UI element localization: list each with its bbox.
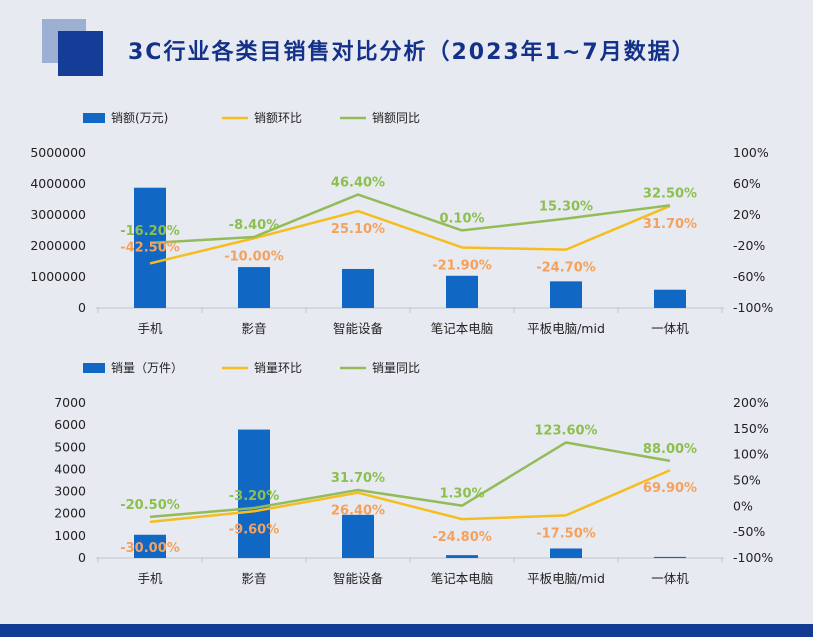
left-tick-label: 2000 (54, 506, 86, 521)
mom-line (149, 204, 671, 265)
left-tick-label: 4000 (54, 461, 86, 476)
right-tick-label: -50% (733, 524, 765, 539)
left-tick-label: 5000000 (30, 145, 86, 160)
yoy-data-label: -8.40% (229, 218, 280, 233)
sales-volume-chart: 销量（万件） 销量环比 销量同比 0 1000 2000 3000 4000 5000 6000 7… (54, 361, 773, 586)
category-label: 平板电脑/mid (527, 571, 605, 586)
yoy-data-label: 15.30% (539, 200, 593, 215)
legend-bar-label: 销量（万件） (111, 361, 183, 375)
right-tick-label: 100% (733, 145, 769, 160)
right-tick-label: -20% (733, 238, 765, 253)
mom-data-label: -24.70% (536, 261, 596, 276)
bar (654, 289, 686, 308)
left-tick-label: 3000000 (30, 207, 86, 222)
mom-data-label: -17.50% (536, 526, 596, 541)
right-tick-label: 50% (733, 473, 761, 488)
category-label: 一体机 (651, 571, 689, 586)
mom-data-label: 25.10% (331, 222, 385, 237)
legend-yoy-label: 销额同比 (372, 111, 420, 125)
legend-bar-swatch (83, 113, 105, 123)
category-label: 智能设备 (333, 571, 384, 586)
bar (654, 556, 686, 558)
left-tick-label: 7000 (54, 395, 86, 410)
mom-line (149, 469, 671, 524)
category-label: 笔记本电脑 (431, 571, 494, 586)
left-tick-label: 2000000 (30, 238, 86, 253)
left-tick-label: 6000 (54, 417, 86, 432)
category-label: 影音 (241, 321, 266, 336)
mom-data-label: 31.70% (643, 217, 697, 232)
yoy-data-label: -16.20% (120, 224, 180, 239)
yoy-data-label: 32.50% (643, 186, 697, 201)
category-label: 影音 (241, 571, 266, 586)
mom-data-label: -21.90% (432, 258, 492, 273)
bar (550, 281, 582, 308)
yoy-data-label: -3.20% (229, 489, 280, 504)
category-label: 智能设备 (333, 321, 384, 336)
mom-data-label: -10.00% (224, 249, 284, 264)
mom-data-label: -42.50% (120, 240, 180, 255)
mom-data-label: -30.00% (120, 541, 180, 556)
legend-yoy-label: 销量同比 (372, 361, 420, 375)
bar (134, 187, 166, 308)
right-tick-label: 20% (733, 207, 761, 222)
mom-data-label: 69.90% (643, 481, 697, 496)
right-tick-label: -60% (733, 269, 765, 284)
category-label: 手机 (137, 321, 163, 336)
legend-bar-swatch (83, 363, 105, 373)
category-label: 手机 (137, 571, 163, 586)
yoy-line (149, 193, 671, 245)
bar (342, 268, 374, 308)
category-label: 平板电脑/mid (527, 321, 605, 336)
category-label: 笔记本电脑 (431, 321, 494, 336)
yoy-line (149, 441, 671, 519)
yoy-data-label: 123.60% (534, 423, 597, 438)
left-tick-label: 1000 (54, 528, 86, 543)
right-tick-label: -100% (733, 300, 773, 315)
yoy-data-label: 46.40% (331, 176, 385, 191)
page-title: 3C行业各类目销售对比分析（2023年1~7月数据） (128, 40, 696, 65)
legend-mom-label: 销量环比 (254, 361, 302, 375)
yoy-data-label: 88.00% (643, 442, 697, 457)
mom-data-label: 26.40% (331, 504, 385, 519)
bar (134, 534, 166, 558)
bar (238, 429, 270, 558)
yoy-data-label: 1.30% (439, 487, 484, 502)
yoy-data-label: 31.70% (331, 471, 385, 486)
legend-bar-label: 销额(万元) (111, 111, 168, 125)
right-tick-label: 60% (733, 176, 761, 191)
right-tick-label: 0% (733, 498, 753, 513)
left-tick-label: 4000000 (30, 176, 86, 191)
right-tick-label: -100% (733, 550, 773, 565)
right-tick-label: 100% (733, 447, 769, 462)
bar (446, 555, 478, 558)
yoy-data-label: 0.10% (439, 211, 484, 226)
bar (550, 548, 582, 558)
yoy-data-label: -20.50% (120, 498, 180, 513)
left-tick-label: 0 (78, 300, 86, 315)
decor-square-front (58, 31, 103, 76)
bar (238, 267, 270, 308)
left-tick-label: 3000 (54, 484, 86, 499)
right-tick-label: 150% (733, 421, 769, 436)
bar (446, 275, 478, 308)
left-tick-label: 0 (78, 550, 86, 565)
right-tick-label: 200% (733, 395, 769, 410)
bottom-bar (0, 624, 813, 637)
left-tick-label: 1000000 (30, 269, 86, 284)
mom-data-label: -24.80% (432, 530, 492, 545)
legend-mom-label: 销额环比 (254, 111, 302, 125)
left-tick-label: 5000 (54, 439, 86, 454)
mom-data-label: -9.60% (229, 522, 280, 537)
bar (342, 514, 374, 558)
sales-amount-chart: 销额(万元) 销额环比 销额同比 0 1000000 2000000 3000000 4000… (30, 111, 773, 336)
category-label: 一体机 (651, 321, 689, 336)
